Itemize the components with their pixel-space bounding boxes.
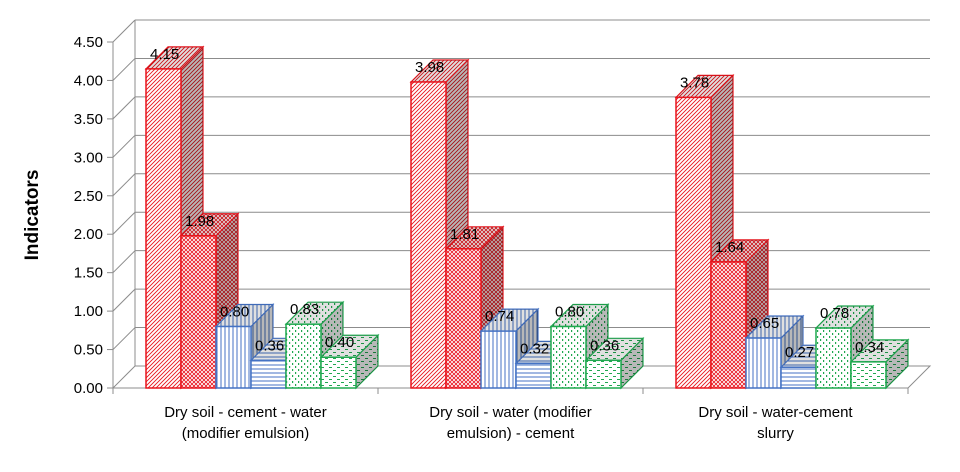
gridline-diagonal bbox=[112, 96, 136, 120]
bar-top-shade bbox=[586, 338, 643, 361]
bar-top-shade bbox=[286, 302, 343, 325]
bar-front bbox=[850, 361, 887, 389]
bar-top-shade bbox=[676, 75, 733, 98]
plot-area: 0.00 0.50 1.00 1.50 2.00 2.50 3.00 3.50 4.00 4.50… bbox=[22, 19, 932, 397]
y-tick-label: 2.00 bbox=[74, 226, 103, 243]
data-label: 1.98 bbox=[185, 213, 214, 230]
bar-front bbox=[745, 337, 782, 389]
bar-top-shade bbox=[816, 306, 873, 329]
bar-top-shade bbox=[181, 213, 238, 236]
bar-top-shade bbox=[551, 304, 608, 327]
bars-group bbox=[144, 45, 910, 390]
data-label: 0.80 bbox=[220, 303, 249, 320]
gridline-diagonal bbox=[112, 288, 136, 312]
bar-top-shade bbox=[411, 59, 468, 82]
labels-group: Dry soil - cement - water (modifier emuls… bbox=[150, 46, 884, 442]
y-tick-label: 3.00 bbox=[74, 149, 103, 166]
bar-top-shade bbox=[481, 309, 538, 332]
data-label: 0.36 bbox=[255, 337, 284, 354]
y-tick-label: 4.50 bbox=[74, 34, 103, 51]
bar-front bbox=[410, 81, 447, 389]
bar-front bbox=[145, 68, 182, 389]
bar-top-shade bbox=[321, 335, 378, 358]
data-label: 1.81 bbox=[450, 226, 479, 243]
category-label: Dry soil - water (modifier emulsion) - ce… bbox=[429, 404, 592, 442]
bar bbox=[584, 336, 645, 390]
bar-top-shade bbox=[851, 339, 908, 362]
y-tick-label: 1.50 bbox=[74, 265, 103, 282]
bar bbox=[849, 338, 910, 390]
bar bbox=[409, 58, 470, 390]
bar bbox=[319, 333, 380, 390]
data-label: 0.40 bbox=[325, 334, 354, 351]
y-tick-label: 2.50 bbox=[74, 188, 103, 205]
bar-front bbox=[585, 359, 622, 389]
bar-front bbox=[780, 366, 817, 389]
bar-front bbox=[320, 356, 357, 389]
y-tick-label: 0.00 bbox=[74, 380, 103, 397]
data-label: 0.74 bbox=[485, 308, 514, 325]
bar-side-shade bbox=[621, 338, 643, 388]
bar-top-shade bbox=[711, 239, 768, 262]
y-axis-title: Indicators bbox=[22, 170, 43, 261]
data-label: 1.64 bbox=[715, 239, 744, 256]
bar-front bbox=[215, 325, 252, 389]
y-tick-label: 1.00 bbox=[74, 303, 103, 320]
y-tick-label: 0.50 bbox=[74, 342, 103, 359]
category-label: Dry soil - cement - water (modifier emuls… bbox=[164, 404, 327, 442]
bar-front bbox=[815, 327, 852, 389]
bar-top-shade bbox=[446, 226, 503, 249]
bar-front bbox=[480, 330, 517, 389]
gridline-diagonal bbox=[112, 327, 136, 350]
data-label: 3.98 bbox=[415, 59, 444, 76]
y-tick-label: 4.00 bbox=[74, 72, 103, 89]
data-label: 0.83 bbox=[290, 301, 319, 318]
bar-side-shade bbox=[356, 335, 378, 388]
gridline-diagonal bbox=[112, 173, 136, 197]
bar-top-shade bbox=[216, 304, 273, 327]
data-label: 0.80 bbox=[555, 303, 584, 320]
bar-front bbox=[445, 248, 482, 389]
gridline-diagonal bbox=[112, 134, 136, 158]
bar-front bbox=[515, 362, 552, 389]
bar-front bbox=[550, 325, 587, 389]
data-label: 0.78 bbox=[820, 305, 849, 322]
data-label: 3.78 bbox=[680, 74, 709, 91]
gridline-diagonal bbox=[112, 250, 136, 274]
data-label: 0.36 bbox=[590, 337, 619, 354]
gridline-diagonal bbox=[112, 58, 136, 81]
data-label: 0.65 bbox=[750, 315, 779, 332]
bar-front bbox=[180, 235, 217, 389]
bar-side-shade bbox=[886, 339, 908, 388]
bar-front bbox=[285, 323, 322, 389]
bar-front bbox=[250, 359, 287, 389]
gridline-diagonal bbox=[112, 19, 136, 43]
bar-front bbox=[710, 261, 747, 389]
data-label: 4.15 bbox=[150, 46, 179, 63]
category-label: Dry soil - water-cement slurry bbox=[698, 404, 853, 442]
bar-top-shade bbox=[746, 316, 803, 339]
data-label: 0.27 bbox=[785, 344, 814, 361]
data-label: 0.32 bbox=[520, 340, 549, 357]
gridline-diagonal bbox=[112, 211, 136, 235]
bar-front bbox=[675, 96, 712, 389]
data-label: 0.34 bbox=[855, 339, 884, 356]
bar-top-shade bbox=[146, 46, 203, 69]
y-tick-label: 3.50 bbox=[74, 111, 103, 128]
